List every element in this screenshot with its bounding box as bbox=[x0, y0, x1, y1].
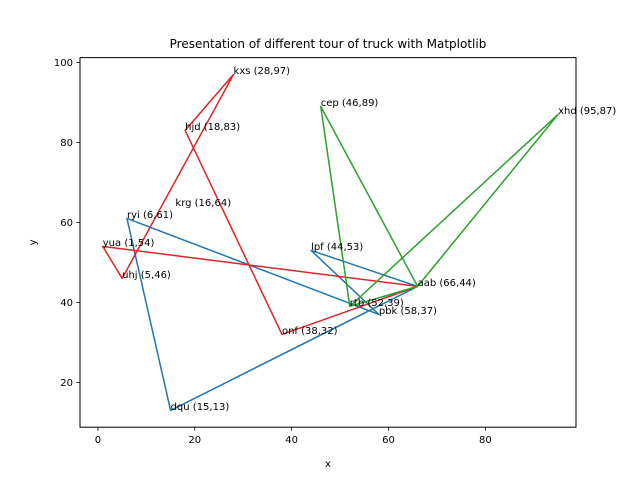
x-tick-label: 20 bbox=[188, 435, 201, 446]
x-axis: 0 20 40 60 80 bbox=[95, 427, 492, 446]
point-label-pbk: pbk (58,37) bbox=[379, 306, 437, 317]
plot-frame bbox=[79, 57, 577, 428]
point-label-lpf: lpf (44,53) bbox=[311, 242, 363, 253]
x-axis-label: x bbox=[325, 459, 331, 470]
y-tick-label: 20 bbox=[60, 378, 73, 389]
point-label-layer: kxs (28,97) hjd (18,83) krg (16,64)ryi (6,… bbox=[103, 66, 617, 413]
series-line-3 bbox=[319, 105, 559, 308]
chart-title: Presentation of different tour of truck … bbox=[170, 37, 487, 51]
series-layer bbox=[102, 73, 559, 412]
point-label-ryi: ryi (6,61) bbox=[127, 210, 173, 221]
y-axis: 20 40 60 80 100 bbox=[54, 58, 80, 389]
point-label-yua: yua (1,54) bbox=[103, 238, 155, 249]
y-tick-label: 100 bbox=[54, 58, 73, 69]
x-tick-label: 40 bbox=[285, 435, 298, 446]
point-label-krg: krg (16,64) bbox=[175, 198, 231, 209]
series-line-1 bbox=[126, 217, 418, 412]
point-label-dqu: dqu (15,13) bbox=[171, 402, 230, 413]
series-line-2 bbox=[102, 73, 418, 336]
point-label-rtb: rtb (52,39) bbox=[350, 298, 404, 309]
y-tick-label: 60 bbox=[60, 218, 73, 229]
point-label-hjd: hjd (18,83) bbox=[185, 122, 240, 133]
point-label-onf: onf (38,32) bbox=[282, 326, 338, 337]
point-label-uhj: uhj (5,46) bbox=[122, 270, 171, 281]
point-label-kxs: kxs (28,97) bbox=[234, 66, 291, 77]
point-label-cep: cep (46,89) bbox=[321, 98, 379, 109]
point-label-xhd: xhd (95,87) bbox=[558, 106, 616, 117]
x-tick-label: 60 bbox=[382, 435, 395, 446]
point-label-aab: aab (66,44) bbox=[418, 278, 476, 289]
x-tick-label: 80 bbox=[479, 435, 492, 446]
y-tick-label: 40 bbox=[60, 298, 73, 309]
y-tick-label: 80 bbox=[60, 138, 73, 149]
y-axis-label: y bbox=[28, 239, 39, 245]
x-tick-label: 0 bbox=[95, 435, 101, 446]
